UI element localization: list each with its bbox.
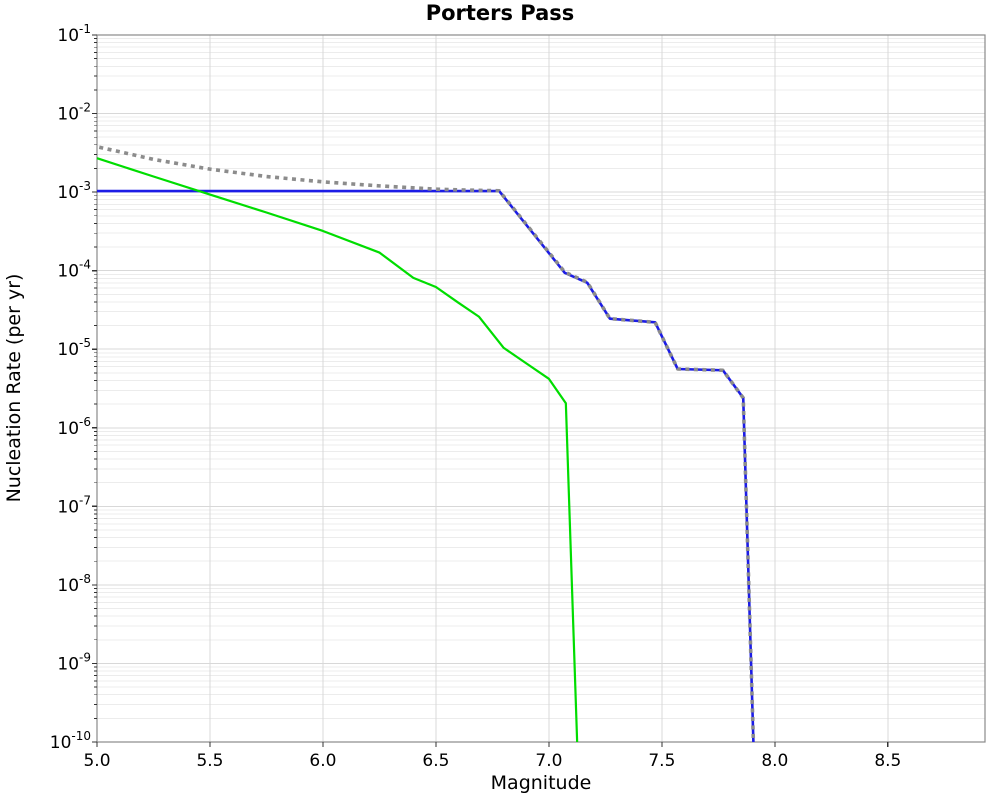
x-tick-label: 7.5 [648, 751, 675, 771]
gridlines-major [96, 34, 985, 743]
x-tick-label: 6.5 [422, 751, 449, 771]
y-tick-label: 10-8 [57, 572, 91, 596]
y-tick-label: 10-4 [57, 258, 91, 282]
gridlines-minor [97, 38, 985, 719]
x-tick-label: 7.0 [535, 751, 562, 771]
y-tick-label: 10-10 [50, 729, 91, 753]
y-tick-label: 10-3 [57, 179, 91, 203]
x-tick-label: 6.0 [309, 751, 336, 771]
y-tick-label: 10-5 [57, 336, 91, 360]
x-axis-title: Magnitude [491, 772, 592, 794]
axis-ticks [92, 34, 889, 747]
y-tick-label: 10-7 [57, 493, 91, 517]
plot-border [96, 34, 986, 743]
series-solid-blue [97, 189, 755, 743]
x-tick-label: 8.5 [874, 751, 901, 771]
y-tick-label: 10-6 [57, 415, 91, 439]
y-tick-label: 10-9 [57, 650, 91, 674]
x-tick-label: 5.5 [196, 751, 223, 771]
y-tick-label: 10-1 [57, 22, 91, 46]
x-tick-labels: 5.0 5.5 6.0 6.5 7.0 7.5 8.0 8.5 [83, 751, 901, 771]
y-tick-label: 10-2 [57, 101, 91, 125]
x-tick-label: 5.0 [83, 751, 110, 771]
series-solid-green [96, 157, 579, 743]
chart-title: Porters Pass [426, 1, 575, 25]
x-tick-label: 8.0 [761, 751, 788, 771]
y-axis-title: Nucleation Rate (per yr) [3, 274, 25, 503]
series-dotted-gray-total [98, 145, 756, 743]
chart-plot-area: 5.0 5.5 6.0 6.5 7.0 7.5 8.0 8.5 10-1 10-2 10-3 10-4… [50, 22, 986, 771]
y-tick-labels: 10-1 10-2 10-3 10-4 10-5 10-6 10-7 10-8 10-9 10-1… [50, 22, 91, 753]
